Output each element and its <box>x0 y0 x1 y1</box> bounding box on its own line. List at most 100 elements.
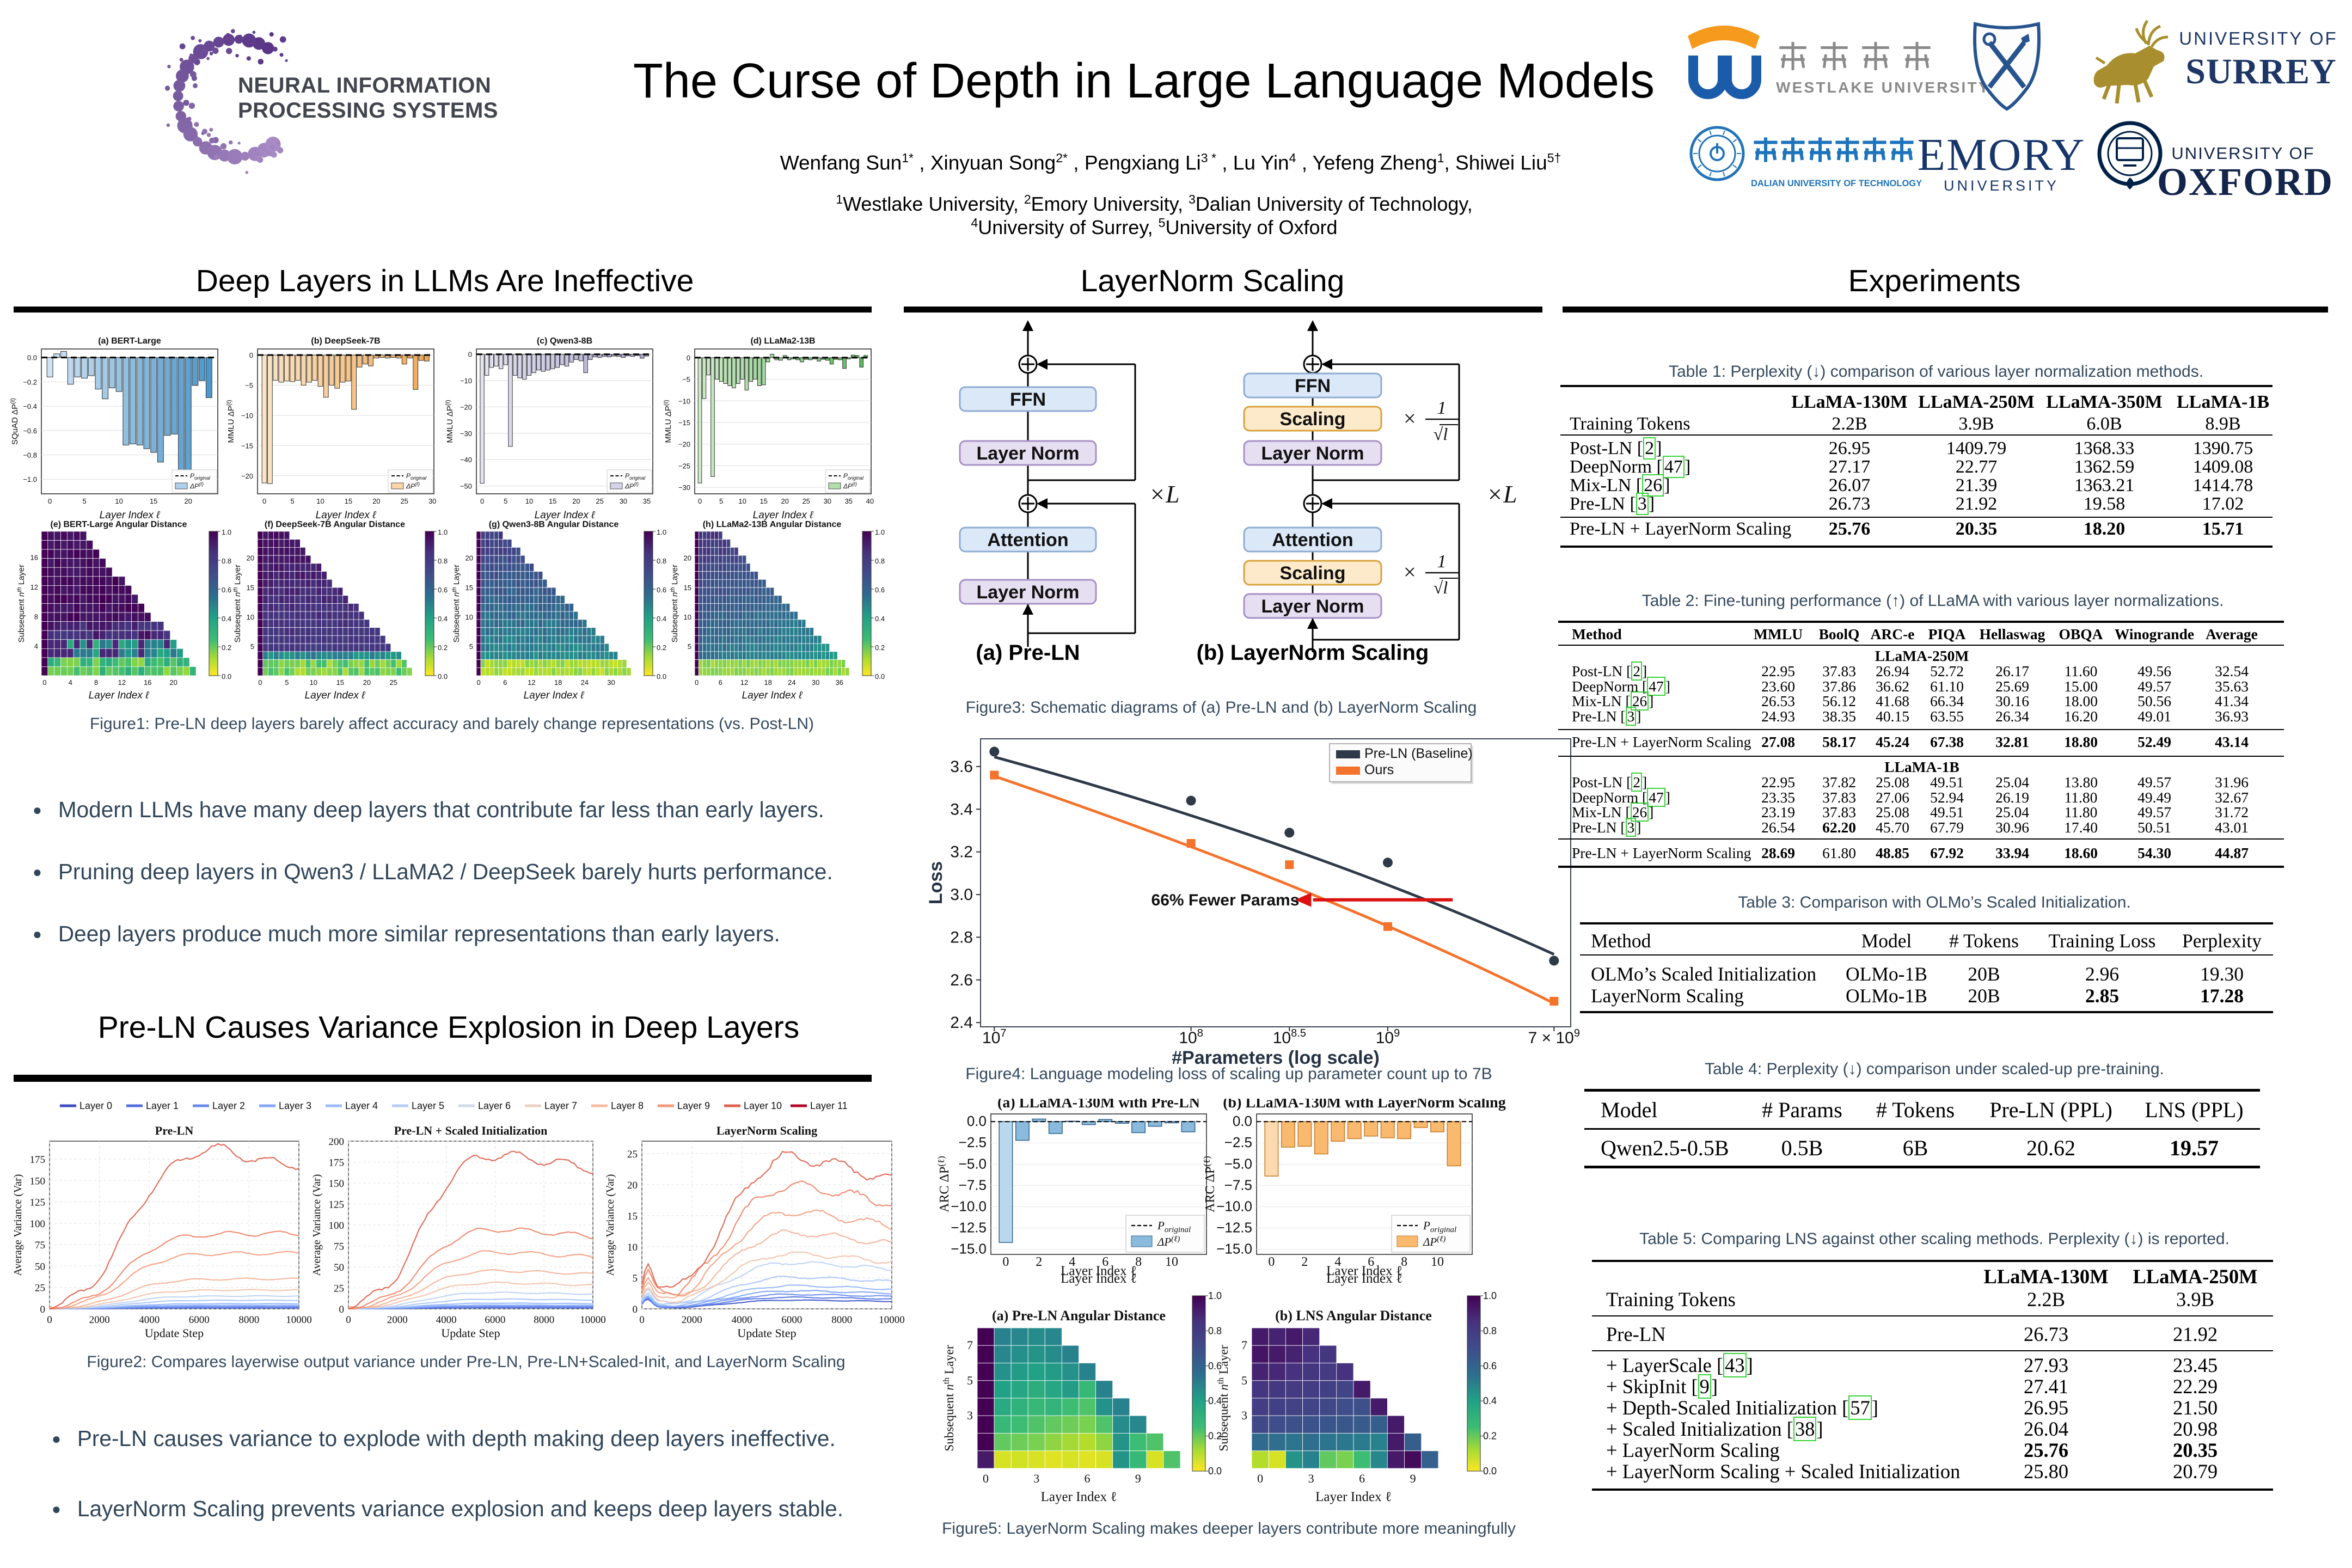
svg-text:125: 125 <box>329 1199 345 1211</box>
svg-text:0.6: 0.6 <box>1483 1361 1497 1371</box>
svg-text:10: 10 <box>115 497 122 505</box>
svg-text:200: 200 <box>329 1136 345 1148</box>
svg-text:Layer Index ℓ: Layer Index ℓ <box>316 510 377 521</box>
svg-text:0: 0 <box>639 1314 645 1326</box>
svg-text:−15: −15 <box>678 419 690 427</box>
svg-text:Layer Index ℓ: Layer Index ℓ <box>89 690 150 701</box>
svg-text:Layer Index ℓ: Layer Index ℓ <box>753 510 814 521</box>
svg-text:20: 20 <box>247 554 254 562</box>
svg-text:0: 0 <box>468 351 472 359</box>
svg-text:0.4: 0.4 <box>1483 1395 1497 1406</box>
svg-text:5: 5 <box>290 497 294 505</box>
svg-text:EMORY: EMORY <box>1918 130 2086 180</box>
svg-text:20: 20 <box>684 554 691 562</box>
svg-text:Attention: Attention <box>1272 530 1353 550</box>
svg-text:MMLU ΔP(ℓ): MMLU ΔP(ℓ) <box>663 400 673 443</box>
svg-text:Layer Index ℓ: Layer Index ℓ <box>524 690 585 701</box>
svg-text:(b) LNS Angular Distance: (b) LNS Angular Distance <box>1275 1308 1432 1324</box>
svg-text:Layer 1: Layer 1 <box>146 1100 179 1111</box>
svg-text:0.8: 0.8 <box>1208 1325 1222 1336</box>
svg-text:10: 10 <box>738 497 746 505</box>
svg-text:Layer Norm: Layer Norm <box>977 443 1080 464</box>
svg-text:5: 5 <box>633 1273 638 1284</box>
svg-text:20: 20 <box>169 678 177 687</box>
svg-text:Pre-LN: Pre-LN <box>155 1124 194 1137</box>
svg-text:20: 20 <box>781 497 788 505</box>
svg-text:25: 25 <box>400 497 408 505</box>
svg-text:−10: −10 <box>241 412 253 420</box>
svg-text:0.6: 0.6 <box>222 586 231 594</box>
svg-text:10: 10 <box>627 1242 638 1253</box>
svg-text:2.6: 2.6 <box>950 971 973 989</box>
svg-text:Subsequent nth Layer: Subsequent nth Layer <box>1216 1345 1230 1451</box>
svg-text:−10: −10 <box>678 397 690 405</box>
svg-text:−2.5: −2.5 <box>959 1134 987 1150</box>
svg-text:UNIVERSITY OF: UNIVERSITY OF <box>2179 28 2337 48</box>
svg-text:10: 10 <box>310 678 317 687</box>
svg-text:Layer Index ℓ: Layer Index ℓ <box>100 510 161 521</box>
svg-text:30: 30 <box>428 497 436 505</box>
svg-text:12: 12 <box>118 678 126 687</box>
svg-text:0.0: 0.0 <box>1208 1466 1222 1477</box>
svg-text:Subsequent nth Layer: Subsequent nth Layer <box>232 565 242 642</box>
svg-text:0.8: 0.8 <box>875 557 885 565</box>
svg-text:0.8: 0.8 <box>438 557 448 565</box>
svg-text:150: 150 <box>30 1175 46 1187</box>
svg-text:2.4: 2.4 <box>950 1014 973 1032</box>
svg-text:4: 4 <box>34 642 38 651</box>
svg-text:15: 15 <box>549 497 556 505</box>
svg-text:66% Fewer Params: 66% Fewer Params <box>1152 891 1300 909</box>
svg-text:−7.5: −7.5 <box>959 1177 987 1193</box>
svg-text:(d) LLaMa2-13B: (d) LLaMa2-13B <box>750 336 815 346</box>
svg-text:0.2: 0.2 <box>438 644 448 652</box>
svg-text:5: 5 <box>250 642 254 651</box>
svg-text:ARC ΔP(ℓ): ARC ΔP(ℓ) <box>1202 1156 1217 1212</box>
svg-text:−5: −5 <box>245 382 253 390</box>
svg-text:Layer Index ℓ: Layer Index ℓ <box>1041 1490 1117 1504</box>
svg-text:10000: 10000 <box>580 1314 606 1326</box>
svg-text:0.2: 0.2 <box>1483 1431 1497 1442</box>
svg-text:(h) LLaMa2-13B Angular Distanc: (h) LLaMa2-13B Angular Distance <box>703 520 842 529</box>
svg-text:Scaling: Scaling <box>1280 563 1346 584</box>
svg-text:Layer Index ℓ: Layer Index ℓ <box>305 690 366 701</box>
svg-text:4: 4 <box>1334 1255 1341 1269</box>
svg-text:Layer Norm: Layer Norm <box>977 582 1080 603</box>
svg-text:36: 36 <box>836 678 843 687</box>
svg-text:25: 25 <box>596 497 603 505</box>
svg-text:−7.5: −7.5 <box>1224 1177 1252 1193</box>
svg-text:3.4: 3.4 <box>950 800 973 818</box>
svg-text:5: 5 <box>82 497 86 505</box>
svg-text:0.0: 0.0 <box>1483 1466 1497 1477</box>
svg-text:6: 6 <box>1102 1255 1108 1269</box>
svg-text:−2.5: −2.5 <box>1224 1134 1252 1150</box>
svg-text:12: 12 <box>30 583 38 591</box>
svg-text:Layer Norm: Layer Norm <box>1261 596 1364 617</box>
svg-text:0: 0 <box>346 1314 351 1326</box>
svg-text:Layer 10: Layer 10 <box>744 1100 782 1111</box>
svg-text:1.0: 1.0 <box>222 528 231 536</box>
svg-text:8000: 8000 <box>534 1314 554 1326</box>
svg-text:0.6: 0.6 <box>875 586 885 594</box>
svg-text:−20: −20 <box>460 403 472 411</box>
svg-text:MMLU ΔP(ℓ): MMLU ΔP(ℓ) <box>445 400 455 443</box>
svg-text:Layer Index ℓ: Layer Index ℓ <box>742 690 803 701</box>
svg-text:−30: −30 <box>678 483 690 492</box>
svg-text:35: 35 <box>845 497 853 505</box>
svg-text:0.8: 0.8 <box>222 557 231 565</box>
svg-text:−12.5: −12.5 <box>1216 1220 1252 1236</box>
svg-text:−12.5: −12.5 <box>951 1220 987 1236</box>
svg-text:9: 9 <box>1410 1472 1416 1485</box>
svg-text:15: 15 <box>684 584 691 592</box>
svg-text:0: 0 <box>698 497 702 505</box>
svg-text:10: 10 <box>247 613 254 621</box>
svg-text:(a) Pre-LN Angular Distance: (a) Pre-LN Angular Distance <box>992 1308 1166 1324</box>
svg-text:10: 10 <box>1165 1255 1178 1269</box>
svg-text:Subsequent nth Layer: Subsequent nth Layer <box>670 565 679 642</box>
svg-text:0.0: 0.0 <box>222 672 231 681</box>
svg-text:0.2: 0.2 <box>1208 1431 1222 1442</box>
svg-text:Layer 0: Layer 0 <box>79 1100 112 1111</box>
svg-text:#Parameters (log scale): #Parameters (log scale) <box>1172 1048 1380 1068</box>
svg-text:0.2: 0.2 <box>657 644 666 652</box>
svg-text:24: 24 <box>788 678 795 687</box>
svg-text:25: 25 <box>35 1283 45 1294</box>
